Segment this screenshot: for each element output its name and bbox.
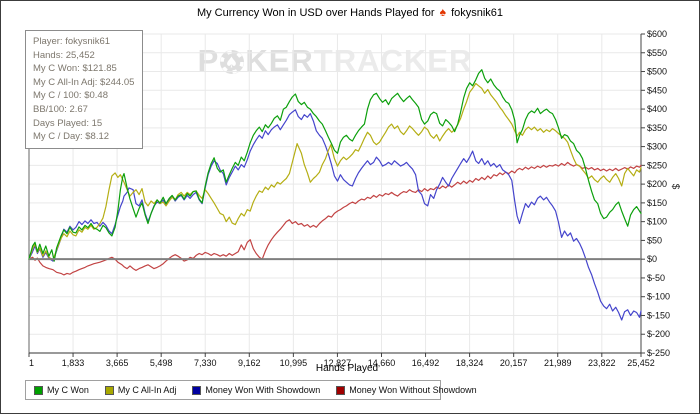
info-line: Hands: 25,452 — [33, 49, 95, 61]
x-tick-label: 20,157 — [500, 358, 528, 368]
chart-title-text: My Currency Won in USD over Hands Played… — [196, 7, 435, 19]
chart-title: My Currency Won in USD over Hands Played… — [1, 5, 699, 19]
legend-swatch — [104, 385, 114, 395]
y-tick-label: $-250 — [647, 348, 670, 358]
info-line: My C / Day: $8.12 — [33, 131, 110, 143]
x-tick-label: 25,452 — [627, 358, 655, 368]
y-tick-label: $-50 — [647, 273, 665, 283]
legend-item: Money Won With Showdown — [192, 385, 320, 395]
info-line: My C Won: $121.85 — [33, 63, 117, 75]
legend-label: My C All-In Adj — [117, 385, 177, 395]
legend-swatch — [34, 385, 43, 395]
y-tick-label: $0 — [647, 254, 657, 264]
series-line-my-c-all-in-adj — [28, 82, 642, 261]
x-tick-label: 21,989 — [544, 358, 572, 368]
info-line: My C All-In Adj: $244.05 — [33, 76, 135, 88]
y-tick-label: $250 — [647, 160, 667, 170]
series-line-money-won-with-showdown — [28, 109, 642, 321]
x-tick-label: 9,162 — [238, 358, 261, 368]
y-tick-label: $-200 — [647, 329, 670, 339]
legend-swatch — [336, 385, 346, 395]
y-tick-label: $150 — [647, 198, 667, 208]
y-tick-label: $600 — [647, 29, 667, 39]
stats-info-box: Player: fokysnik61 Hands: 25,452 My C Won:… — [25, 30, 144, 149]
chart-title-player: fokysnik61 — [451, 7, 504, 19]
y-tick-label: $450 — [647, 85, 667, 95]
x-tick-label: 10,995 — [280, 358, 308, 368]
x-tick-label: 3,665 — [106, 358, 129, 368]
x-tick-label: 5,498 — [150, 358, 173, 368]
legend-label: My C Won — [47, 385, 89, 395]
legend-label: Money Won Without Showdown — [349, 385, 477, 395]
info-line: Player: fokysnik61 — [33, 36, 111, 47]
pokerstars-spade-icon: ♠ — [439, 5, 446, 19]
x-tick-label: 18,324 — [456, 358, 484, 368]
legend-item: My C Won — [34, 385, 89, 395]
legend-label: Money Won With Showdown — [205, 385, 321, 395]
chart-legend: My C Won My C All-In Adj Money Won With Sh… — [25, 380, 477, 400]
y-axis-title: $ — [669, 183, 681, 190]
y-tick-label: $50 — [647, 235, 662, 245]
series-line-money-won-without-showdown — [28, 161, 642, 276]
x-tick-label: 1 — [29, 358, 34, 368]
y-tick-label: $300 — [647, 142, 667, 152]
info-line: BB/100: 2.67 — [33, 103, 88, 115]
y-tick-label: $500 — [647, 67, 667, 77]
x-tick-label: 14,660 — [368, 358, 396, 368]
x-tick-label: 12,827 — [324, 358, 352, 368]
y-tick-label: $200 — [647, 179, 667, 189]
legend-item: Money Won Without Showdown — [336, 385, 477, 395]
y-tick-label: $350 — [647, 123, 667, 133]
x-tick-label: 7,330 — [194, 358, 217, 368]
series-line-my-c-won — [28, 69, 642, 262]
x-axis-title: Hands Played — [315, 363, 379, 374]
y-tick-label: $550 — [647, 48, 667, 58]
legend-item: My C All-In Adj — [104, 385, 177, 395]
y-tick-label: $400 — [647, 104, 667, 114]
x-tick-label: 16,492 — [412, 358, 440, 368]
info-line: Days Played: 15 — [33, 117, 103, 129]
y-tick-label: $-150 — [647, 310, 670, 320]
y-tick-label: $100 — [647, 217, 667, 227]
info-line: My C / 100: $0.48 — [33, 90, 108, 102]
y-tick-label: $-100 — [647, 292, 670, 302]
x-tick-label: 1,833 — [62, 358, 85, 368]
x-tick-label: 23,822 — [588, 358, 616, 368]
legend-swatch — [192, 385, 202, 395]
